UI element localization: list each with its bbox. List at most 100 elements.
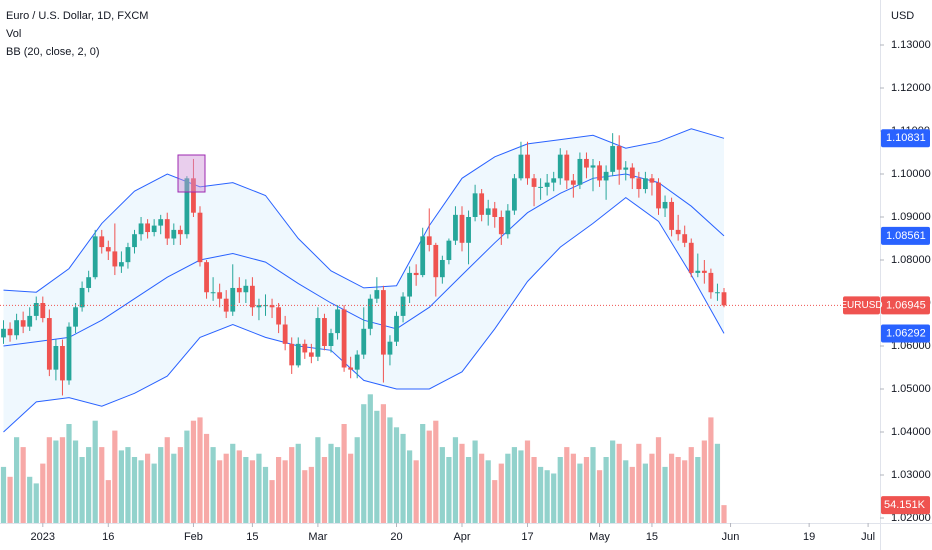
candle-body: [682, 234, 688, 243]
candle-body: [551, 178, 557, 183]
candle-body: [525, 154, 530, 179]
candle-body: [151, 225, 157, 233]
candle-body: [20, 320, 26, 327]
volume-bar: [714, 443, 721, 523]
candle-body: [60, 346, 65, 381]
volume-bar: [623, 460, 629, 523]
candle-body: [53, 346, 59, 370]
volume-bar: [92, 420, 98, 523]
volume-bar: [367, 394, 373, 523]
candle-body: [381, 290, 386, 355]
volume-bar: [236, 450, 242, 523]
symbol-label: EURUSD: [840, 300, 882, 311]
candle-body: [197, 212, 203, 263]
candle-body: [603, 171, 609, 181]
last-price-label: 1.06945: [886, 299, 926, 311]
y-tick-label: 1.05000: [891, 383, 931, 395]
bb-lower-label: 1.06292: [886, 327, 926, 339]
volume-bar: [210, 447, 216, 523]
candle-body: [400, 296, 406, 316]
volume-bar: [112, 430, 118, 523]
volume-bar: [289, 447, 295, 523]
volume-bar: [426, 430, 432, 523]
y-tick-label: 1.03000: [891, 469, 931, 481]
volume-bar: [72, 440, 79, 523]
candle-body: [322, 318, 327, 346]
candle-body: [308, 352, 314, 357]
volume-bar: [629, 466, 635, 523]
candle-body: [564, 154, 570, 181]
volume-bar: [164, 437, 170, 523]
volume-bar: [393, 427, 400, 523]
candle-body: [688, 242, 694, 273]
bb-basis-label: 1.08561: [886, 230, 926, 242]
candle-body: [315, 318, 321, 357]
candle-body: [616, 146, 622, 170]
volume-bar: [40, 463, 46, 523]
candle-body: [217, 292, 223, 299]
volume-bar: [564, 447, 570, 523]
volume-bar: [452, 437, 459, 523]
volume-bar: [701, 440, 707, 523]
y-tick-label: 1.02000: [891, 512, 931, 524]
candle-body: [623, 167, 629, 170]
candle-body: [374, 290, 380, 299]
volume-bar: [669, 453, 675, 523]
volume-bar: [256, 453, 262, 523]
candle-body: [367, 298, 373, 329]
volume-bar: [243, 457, 249, 523]
y-tick-label: 1.10000: [891, 168, 931, 180]
volume-bar: [118, 450, 124, 523]
volume-bar: [348, 453, 354, 523]
candle-body: [119, 262, 124, 267]
candle-body: [472, 193, 478, 217]
candle-body: [112, 251, 118, 267]
volume-bar: [498, 463, 504, 523]
candle-body: [570, 180, 576, 185]
candle-body: [354, 354, 360, 370]
volume-bar: [20, 447, 26, 523]
candle-body: [708, 272, 714, 293]
volume-bar: [505, 453, 511, 523]
volume-bar: [66, 424, 72, 523]
candle-body: [14, 320, 19, 336]
x-tick-label: 2023: [31, 531, 55, 543]
volume-bar: [538, 466, 544, 523]
candle-body: [328, 333, 334, 346]
candle-body: [79, 287, 85, 308]
candle-body: [538, 186, 543, 188]
volume-legend: Vol: [6, 28, 21, 40]
volume-bar: [308, 466, 314, 523]
volume-bar: [655, 437, 662, 523]
candle-body: [335, 309, 340, 334]
volume-bar: [197, 417, 203, 523]
volume-bar: [269, 480, 275, 523]
volume-bar: [682, 460, 688, 523]
x-tick-label: 20: [390, 531, 402, 543]
volume-bar: [433, 420, 439, 523]
volume-bar: [439, 447, 445, 523]
volume-bar: [53, 440, 59, 523]
candle-body: [263, 305, 268, 307]
candle-body: [531, 178, 537, 187]
highlight-box: [177, 154, 206, 193]
candle-body: [544, 182, 550, 187]
volume-bar: [610, 440, 616, 523]
candle-body: [184, 178, 190, 235]
volume-bar: [662, 466, 668, 523]
volume-bar: [557, 457, 563, 523]
volume-bar: [695, 457, 701, 523]
volume-bar: [413, 460, 419, 523]
x-tick-label: 17: [521, 531, 533, 543]
candle-body: [276, 307, 281, 325]
volume-bar: [479, 453, 485, 523]
volume-bar: [531, 457, 537, 523]
volume-bar: [321, 457, 328, 523]
candle-body: [46, 318, 52, 370]
candle-body: [459, 214, 465, 243]
candle-body: [426, 236, 432, 245]
bb-lower-label-box: [881, 324, 930, 343]
volume-bar: [7, 476, 13, 523]
